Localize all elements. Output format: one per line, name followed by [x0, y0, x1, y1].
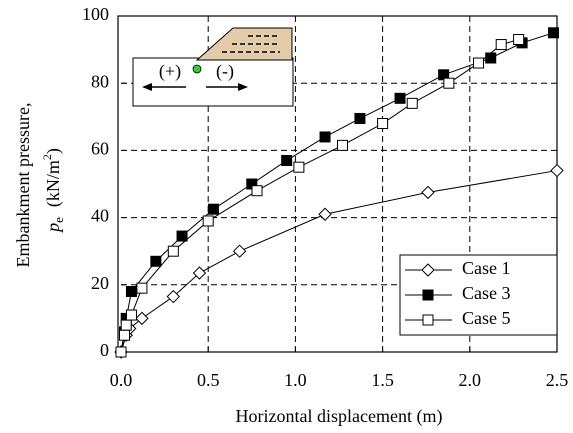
- point: [135, 311, 149, 326]
- x-tick-label: 2.5: [546, 370, 569, 390]
- y-tick-label: 60: [91, 139, 109, 159]
- point: [354, 112, 366, 124]
- point: [293, 161, 305, 173]
- y-label-exponent: 2: [40, 154, 54, 160]
- point: [473, 57, 485, 69]
- point: [548, 27, 560, 39]
- point: [120, 319, 132, 331]
- x-tick-label: 0.5: [197, 370, 220, 390]
- x-tick-label: 0.0: [110, 370, 133, 390]
- y-tick-label: 40: [91, 206, 109, 226]
- point: [166, 289, 181, 304]
- point: [319, 131, 331, 143]
- y-label-subscript: e: [51, 217, 66, 223]
- legend-label: Case 1: [462, 258, 511, 278]
- point: [485, 52, 497, 64]
- point: [443, 77, 455, 89]
- inset-diagram: (+) (-): [132, 27, 294, 107]
- inset-label: (-): [216, 61, 234, 82]
- point: [406, 97, 418, 109]
- point: [281, 154, 293, 166]
- point: [176, 230, 188, 242]
- measure-point: [192, 64, 202, 74]
- arrow-head: [142, 83, 152, 91]
- legend-marker: [421, 263, 435, 277]
- point: [394, 92, 406, 104]
- inset-frame: [132, 57, 294, 107]
- point: [513, 34, 525, 46]
- y-axis-label: Embankment pressure,: [13, 103, 33, 268]
- embankment-hatch: [222, 35, 280, 53]
- point: [136, 282, 148, 294]
- arrow-head: [238, 83, 248, 91]
- legend: Case 1 Case 3 Case 5: [399, 254, 558, 336]
- x-axis-label: Horizontal displacement (m): [236, 406, 443, 427]
- y-tick-label: 0: [100, 340, 109, 360]
- point: [125, 309, 137, 321]
- point: [232, 244, 247, 258]
- legend-marker: [422, 289, 434, 301]
- point: [251, 185, 263, 197]
- point: [150, 255, 162, 267]
- legend-label: Case 5: [462, 308, 511, 328]
- point: [550, 163, 564, 178]
- series-line: [120, 32, 554, 353]
- point: [192, 266, 207, 280]
- point: [495, 39, 507, 51]
- point: [125, 286, 137, 298]
- x-tick-label: 2.0: [459, 370, 482, 390]
- plot-frame: [117, 15, 558, 353]
- legend-marker: [422, 314, 434, 326]
- point: [207, 203, 219, 215]
- y-label-unit: (kN/m: [43, 160, 64, 207]
- y-tick-label: 20: [91, 273, 109, 293]
- point: [167, 245, 179, 257]
- point: [377, 118, 389, 130]
- point: [318, 207, 332, 221]
- y-label-symbol: p: [43, 223, 63, 234]
- point: [118, 329, 130, 341]
- point: [421, 185, 435, 200]
- point: [202, 215, 214, 227]
- inset-label: (+): [159, 61, 181, 82]
- x-tick-label: 1.5: [371, 370, 394, 390]
- y-tick-label: 100: [82, 4, 109, 24]
- y-axis-label: pe (kN/m2): [40, 148, 66, 234]
- y-label-unit-end: ): [43, 148, 64, 154]
- point: [336, 139, 348, 151]
- y-tick-label: 80: [91, 71, 109, 91]
- legend-label: Case 3: [462, 283, 511, 303]
- x-tick-label: 1.0: [284, 370, 307, 390]
- point: [115, 346, 127, 358]
